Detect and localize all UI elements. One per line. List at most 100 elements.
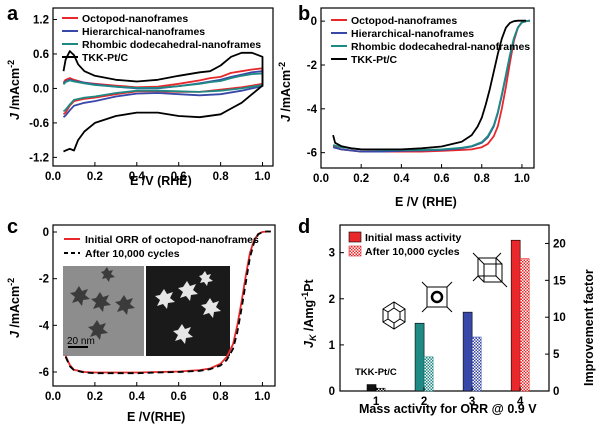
xtick-label-a-4: 0.8 — [213, 171, 230, 183]
panel-a-xlabel: E /V (RHE) — [130, 174, 192, 188]
legend-d-initial: Initial mass activity — [365, 232, 461, 244]
svg-text:Improvement factor: Improvement factor — [582, 269, 596, 386]
panel-b-ylabel: J /mAcm-2 — [277, 62, 293, 122]
xtick-label-c-1: 0.2 — [87, 391, 103, 403]
xtick-label-c-3: 0.6 — [171, 391, 187, 403]
legend-c-initial: Initial ORR of octopod-nanoframes — [85, 234, 259, 246]
xtick-label-d-1: 2 — [421, 396, 427, 408]
ytick-label-d-3: 3 — [329, 248, 335, 260]
xtick-label-d-0: 1 — [373, 396, 380, 408]
xtick-label-b-3: 0.6 — [434, 173, 450, 185]
panel-c-ylabel: J /mAcm-2 — [6, 278, 22, 338]
ytick2-label-d-3: 15 — [553, 275, 566, 287]
legend-a-octopod: Octopod-nanoframes — [82, 13, 188, 25]
panel-c-xlabel: E /V(RHE) — [127, 410, 185, 424]
panel-b-frame — [320, 7, 535, 169]
ytick-label-b-0: 0 — [311, 16, 317, 28]
panel-c-ticks: 0.0 0.2 0.4 0.6 0.8 1.0 0 -2 -4 -6 — [39, 227, 271, 403]
xtick-label-b-0: 0.0 — [313, 173, 329, 185]
legend-a-hierarchical: Hierarchical-nanoframes — [82, 26, 205, 38]
svg-text:J /mAcm-2: J /mAcm-2 — [277, 62, 293, 122]
bar-initial-3 — [462, 311, 473, 392]
xtick-label-a-2: 0.4 — [129, 171, 146, 183]
ytick2-label-d-1: 5 — [553, 349, 560, 361]
scale-bar-label: 20 nm — [67, 336, 95, 347]
panel-label-c: c — [7, 216, 18, 238]
xtick-label-a-0: 0.0 — [45, 171, 61, 183]
xtick-label-b-2: 0.4 — [393, 173, 410, 185]
ytick2-label-d-4: 20 — [553, 238, 566, 250]
bar-after-3 — [471, 336, 482, 392]
panel-d-ylabel2: Improvement factor — [582, 269, 596, 386]
panel-d-frame — [339, 224, 550, 392]
ytick2-label-d-0: 0 — [553, 386, 559, 398]
legend-b-rhombic: Rhombic dodecahedral-nanoframes — [351, 41, 530, 53]
bar-initial-2 — [414, 322, 425, 392]
ytick-label-c-2: -4 — [39, 320, 50, 332]
ytick-label-c-0: 0 — [43, 227, 49, 239]
series-a-2 — [62, 72, 264, 113]
ytick-label-a-0: 1.2 — [33, 14, 49, 26]
ytick-label-a-1: 0.6 — [33, 49, 49, 61]
series-b-3 — [332, 19, 526, 151]
ytick-label-b-3: -6 — [307, 148, 317, 160]
panel-d-ticks: 1 2 3 4 0 1 2 3 0 5 10 15 20 — [329, 238, 567, 408]
panel-c-series — [64, 230, 271, 375]
panel-a-series — [62, 50, 264, 153]
panel-b-ticks: 0.0 0.2 0.4 0.6 0.8 1.0 0 -2 -4 -6 — [307, 16, 530, 185]
ytick-label-a-4: -1.2 — [29, 152, 49, 164]
ytick-label-d-1: 1 — [329, 340, 336, 352]
xtick-label-b-1: 0.2 — [353, 173, 369, 185]
panel-d-xlabel: Mass activity for ORR @ 0.9 V — [359, 402, 537, 416]
ytick-label-c-1: -2 — [39, 274, 49, 286]
bar-after-4 — [519, 258, 530, 392]
octopod-nanoframe-sketch — [472, 252, 508, 288]
panel-label-d: d — [298, 216, 310, 238]
xtick-label-a-5: 1.0 — [255, 171, 271, 183]
panel-a-frame — [52, 7, 274, 167]
xtick-label-b-5: 1.0 — [514, 173, 530, 185]
ytick-label-d-2: 2 — [329, 294, 335, 306]
xtick-label-c-5: 1.0 — [254, 391, 270, 403]
ytick-label-c-3: -6 — [39, 367, 49, 379]
tem-inset: 20 nm — [63, 266, 230, 356]
svg-text:JK /Amg-1Pt: JK /Amg-1Pt — [300, 278, 318, 348]
legend-d-after: After 10,000 cycles — [365, 246, 460, 258]
legend-a-rhombic: Rhombic dodecahedral-nanoframes — [82, 39, 261, 51]
legend-b-hierarchical: Hierarchical-nanoframes — [351, 28, 474, 40]
svg-text:J /mAcm-2: J /mAcm-2 — [6, 60, 22, 120]
legend-a-tkk: TKK-Pt/C — [82, 52, 128, 64]
bar-initial-1 — [366, 384, 377, 392]
series-c-1 — [64, 230, 271, 375]
legend-b-octopod: Octopod-nanoframes — [351, 15, 457, 27]
panel-c-durability-chart: 20 nm 0.0 0.2 0.4 0.6 0.8 1.0 0 -2 -4 -6 Initial … — [6, 224, 276, 424]
panel-c-frame — [52, 224, 276, 387]
ytick-label-b-1: -2 — [307, 60, 317, 72]
bar-initial-4 — [510, 239, 521, 392]
ytick-label-a-3: -0.6 — [29, 118, 49, 130]
tem-bright-particles — [70, 267, 135, 340]
xtick-label-b-4: 0.8 — [474, 173, 491, 185]
panel-d-ylabel: JK /Amg-1Pt — [300, 278, 318, 348]
ytick-label-d-0: 0 — [329, 386, 335, 398]
panel-a-cv-chart: 0.0 0.2 0.4 0.6 0.8 1.0 1.2 0.6 0.0 -0.6 -1.2 Octo… — [6, 7, 274, 188]
ytick2-label-d-2: 10 — [553, 312, 566, 324]
panel-label-b: b — [298, 3, 310, 25]
legend-b-tkk: TKK-Pt/C — [351, 54, 397, 66]
bar-after-1 — [375, 387, 386, 392]
panel-a-ticks: 0.0 0.2 0.4 0.6 0.8 1.0 1.2 0.6 0.0 -0.6 -1.2 — [29, 14, 270, 183]
panel-b-legend: Octopod-nanoframes Hierarchical-nanofram… — [331, 15, 530, 66]
xtick-label-c-2: 0.4 — [129, 391, 146, 403]
xtick-label-d-3: 4 — [517, 396, 524, 408]
panel-d-mass-activity-chart: 1 2 3 4 0 1 2 3 0 5 10 15 20 Initial mass activity A… — [300, 224, 596, 416]
panel-b-series — [332, 19, 531, 153]
tem-bright-field-image — [63, 266, 144, 356]
hierarchical-nanoframe-sketch — [421, 281, 453, 313]
xtick-label-c-0: 0.0 — [45, 391, 61, 403]
tkk-annotation: TKK-Pt/C — [355, 367, 397, 378]
legend-d-initial-swatch — [348, 231, 362, 243]
xtick-label-c-4: 0.8 — [213, 391, 230, 403]
series-a-3 — [62, 50, 264, 153]
panel-a-ylabel: J /mAcm-2 — [6, 60, 22, 120]
